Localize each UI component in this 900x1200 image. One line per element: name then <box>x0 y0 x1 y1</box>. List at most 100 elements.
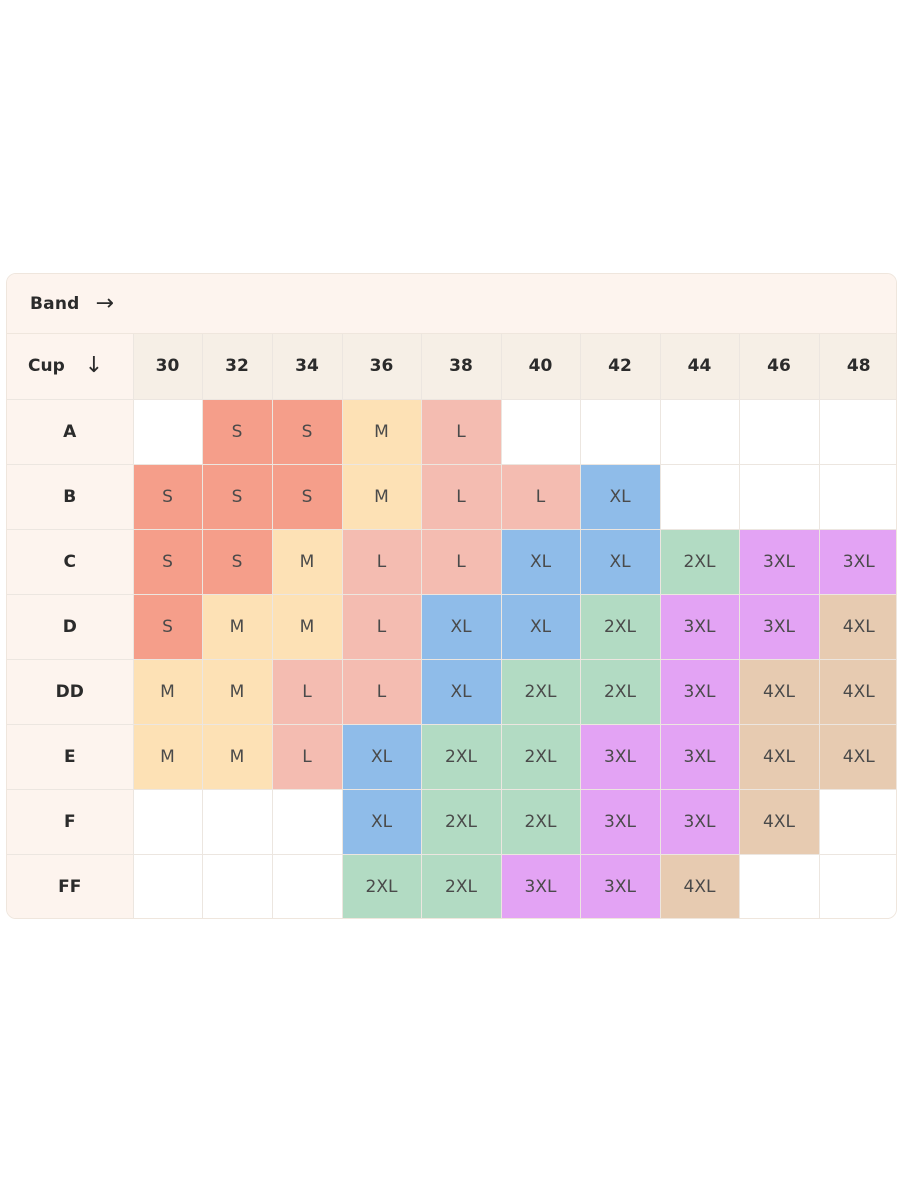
band-header: Band → <box>7 274 896 334</box>
size-cell: S <box>271 399 343 465</box>
size-cell: L <box>420 528 502 595</box>
band-header-cell: 46 <box>738 334 820 400</box>
empty-cell <box>500 399 581 465</box>
empty-cell <box>132 853 203 918</box>
size-cell: L <box>420 399 502 465</box>
size-cell: S <box>132 528 203 595</box>
size-cell: 3XL <box>659 723 740 790</box>
size-cell: 3XL <box>500 853 581 918</box>
size-cell: 4XL <box>818 658 896 725</box>
band-header-row: Cup ↓ 30 32 34 36 38 40 42 44 46 48 <box>7 334 896 400</box>
size-cell: S <box>271 463 343 530</box>
size-cell: 2XL <box>420 853 502 918</box>
size-cell: S <box>201 399 273 465</box>
table-row: C S S M L L XL XL 2XL 3XL 3XL <box>7 528 896 595</box>
size-cell: 2XL <box>579 658 661 725</box>
empty-cell <box>132 399 203 465</box>
size-cell: L <box>500 463 581 530</box>
size-cell: M <box>132 723 203 790</box>
size-cell: 2XL <box>500 658 581 725</box>
size-cell: 2XL <box>579 593 661 660</box>
size-cell: XL <box>579 528 661 595</box>
table-row: F XL 2XL 2XL 3XL 3XL 4XL <box>7 788 896 855</box>
band-header-cell: 48 <box>818 334 896 400</box>
size-cell: 2XL <box>500 723 581 790</box>
arrow-right-icon: → <box>95 290 114 316</box>
size-cell: 3XL <box>818 528 896 595</box>
size-cell: XL <box>500 593 581 660</box>
cup-row-label: B <box>7 463 134 530</box>
band-header-cell: 40 <box>500 334 581 400</box>
size-cell: S <box>201 463 273 530</box>
size-cell: M <box>201 593 273 660</box>
size-cell: L <box>341 528 422 595</box>
cup-row-label: E <box>7 723 134 790</box>
size-cell: L <box>271 723 343 790</box>
empty-cell <box>201 853 273 918</box>
size-cell: M <box>132 658 203 725</box>
size-grid-body: A S S M L B S S S M L L XL C S S M L L XL XL 2XL 3XL 3XL D S M M L XL… <box>7 399 896 918</box>
size-cell: 3XL <box>579 723 661 790</box>
size-cell: M <box>341 399 422 465</box>
empty-cell <box>659 399 740 465</box>
size-cell: M <box>201 723 273 790</box>
empty-cell <box>659 463 740 530</box>
table-row: E M M L XL 2XL 2XL 3XL 3XL 4XL 4XL <box>7 723 896 790</box>
size-cell: XL <box>579 463 661 530</box>
band-header-cell: 32 <box>201 334 273 400</box>
empty-cell <box>132 788 203 855</box>
cup-row-label: DD <box>7 658 134 725</box>
band-header-cell: 36 <box>341 334 422 400</box>
size-cell: 2XL <box>420 788 502 855</box>
empty-cell <box>738 399 820 465</box>
empty-cell <box>738 853 820 918</box>
cup-label: Cup <box>28 356 65 377</box>
empty-cell <box>818 788 896 855</box>
size-cell: 2XL <box>500 788 581 855</box>
size-cell: M <box>271 528 343 595</box>
table-row: DD M M L L XL 2XL 2XL 3XL 4XL 4XL <box>7 658 896 725</box>
band-header-cell: 34 <box>271 334 343 400</box>
size-cell: M <box>271 593 343 660</box>
size-cell: XL <box>420 658 502 725</box>
band-header-cell: 30 <box>132 334 203 400</box>
size-cell: 4XL <box>659 853 740 918</box>
size-cell: M <box>201 658 273 725</box>
size-cell: 2XL <box>420 723 502 790</box>
size-cell: 3XL <box>659 658 740 725</box>
size-cell: XL <box>500 528 581 595</box>
band-header-cell: 44 <box>659 334 740 400</box>
cup-header-cell: Cup ↓ <box>7 334 134 400</box>
size-cell: L <box>420 463 502 530</box>
cup-row-label: D <box>7 593 134 660</box>
size-cell: 3XL <box>579 853 661 918</box>
empty-cell <box>818 853 896 918</box>
size-cell: XL <box>341 788 422 855</box>
band-label: Band <box>30 293 80 314</box>
size-chart-card: Band → Cup ↓ 30 32 34 36 <box>6 273 897 919</box>
size-cell: 3XL <box>738 528 820 595</box>
table-row: D S M M L XL XL 2XL 3XL 3XL 4XL <box>7 593 896 660</box>
size-cell: 3XL <box>659 788 740 855</box>
arrow-down-icon: ↓ <box>84 353 104 379</box>
size-cell: 4XL <box>818 723 896 790</box>
empty-cell <box>738 463 820 530</box>
cup-row-label: C <box>7 528 134 595</box>
empty-cell <box>201 788 273 855</box>
cup-row-label: A <box>7 399 134 465</box>
empty-cell <box>271 853 343 918</box>
empty-cell <box>818 463 896 530</box>
cup-row-label: F <box>7 788 134 855</box>
empty-cell <box>579 399 661 465</box>
size-cell: S <box>132 593 203 660</box>
size-cell: 3XL <box>738 593 820 660</box>
table-row: FF 2XL 2XL 3XL 3XL 4XL <box>7 853 896 918</box>
size-cell: S <box>201 528 273 595</box>
table-row: B S S S M L L XL <box>7 463 896 530</box>
size-cell: 4XL <box>818 593 896 660</box>
size-cell: 4XL <box>738 658 820 725</box>
size-cell: M <box>341 463 422 530</box>
band-header-cell: 38 <box>420 334 502 400</box>
size-cell: 3XL <box>579 788 661 855</box>
size-cell: 3XL <box>659 593 740 660</box>
